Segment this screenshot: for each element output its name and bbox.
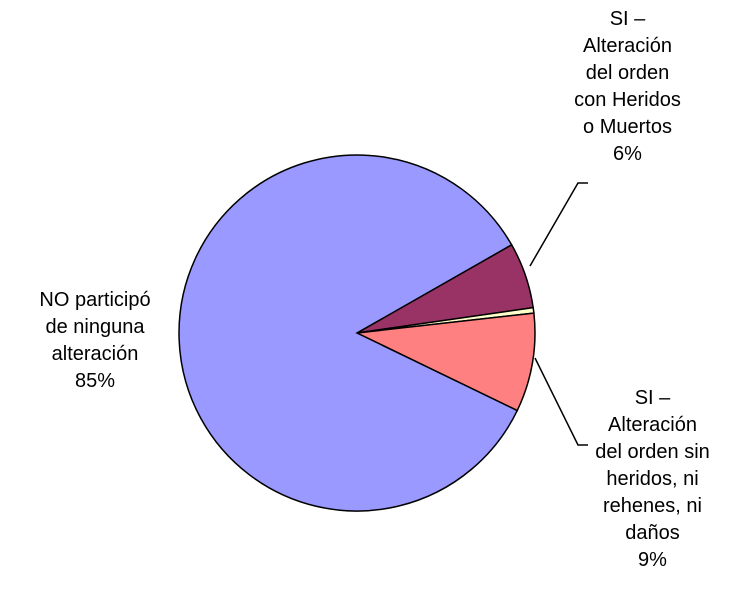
slice-label: NO participó de ninguna alteración 85% — [5, 287, 185, 395]
value-label: 9% — [638, 549, 667, 571]
leader-line — [529, 182, 588, 267]
slice-label: SI – Alteración del orden sin heridos, n… — [570, 385, 735, 574]
category-label: SI – Alteración del orden con Heridos o … — [574, 8, 681, 138]
pie-slice — [178, 154, 519, 512]
category-label: SI – Alteración del orden sin heridos, n… — [595, 387, 710, 544]
category-label: NO participó de ninguna alteración — [39, 289, 151, 365]
value-label: 85% — [74, 370, 116, 392]
leader-line — [534, 357, 588, 446]
value-label: 6% — [613, 143, 642, 165]
pie-slice — [354, 312, 536, 412]
slice-label: SI – Alteración del orden con Heridos o … — [545, 6, 710, 168]
